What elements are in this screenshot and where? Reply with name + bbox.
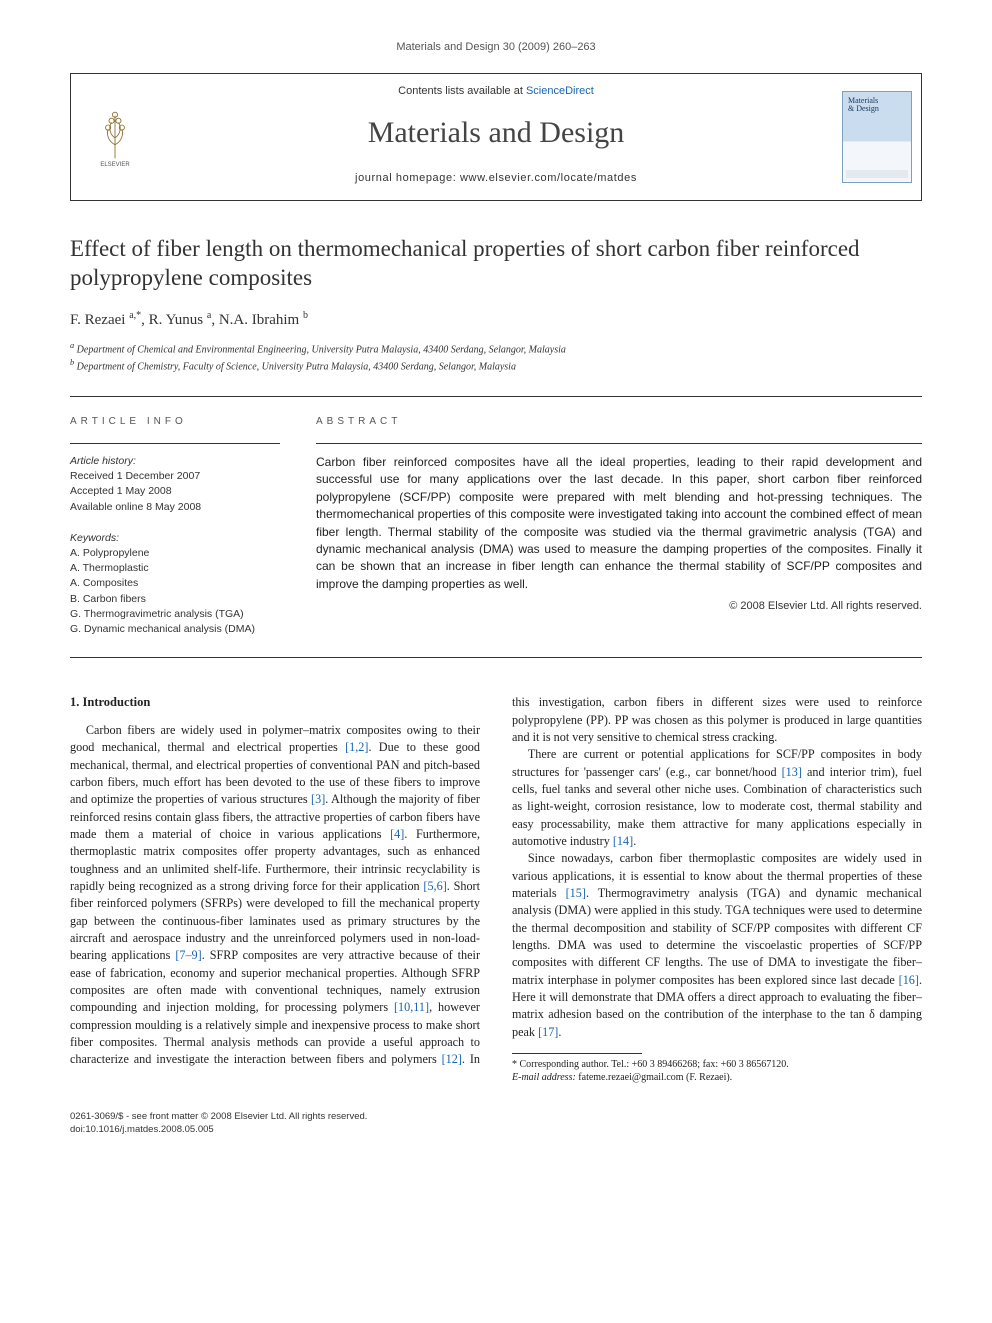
affiliation-0: a Department of Chemical and Environment…	[70, 340, 922, 357]
section-heading-intro: 1. Introduction	[70, 694, 480, 712]
contents-text: Contents lists available at	[398, 85, 526, 97]
elsevier-wordmark: ELSEVIER	[100, 162, 130, 167]
running-head: Materials and Design 30 (2009) 260–263	[70, 40, 922, 55]
corr-email-value: fateme.rezaei@gmail.com (F. Rezaei).	[576, 1072, 732, 1083]
corr-line2: E-mail address: fateme.rezaei@gmail.com …	[512, 1071, 922, 1085]
cite-5-6[interactable]: [5,6]	[423, 879, 446, 893]
body-p2: There are current or potential applicati…	[512, 746, 922, 850]
cite-10-11[interactable]: [10,11]	[394, 1000, 429, 1014]
cite-4[interactable]: [4]	[390, 827, 404, 841]
elsevier-tree-icon: ELSEVIER	[91, 107, 139, 167]
authors: F. Rezaei a,*, R. Yunus a, N.A. Ibrahim …	[70, 309, 922, 330]
abstract-heading: ABSTRACT	[316, 415, 922, 429]
cite-3[interactable]: [3]	[311, 792, 325, 806]
article-info-heading: ARTICLE INFO	[70, 415, 280, 429]
section-number: 1.	[70, 695, 79, 709]
masthead-center: Contents lists available at ScienceDirec…	[159, 74, 833, 200]
t: . Thermogravimetry analysis (TGA) and dy…	[512, 886, 922, 987]
cite-1-2[interactable]: [1,2]	[345, 740, 368, 754]
keyword-4: G. Thermogravimetric analysis (TGA)	[70, 607, 280, 622]
keyword-3: B. Carbon fibers	[70, 592, 280, 607]
cite-13[interactable]: [13]	[782, 765, 802, 779]
page-footer: 0261-3069/$ - see front matter © 2008 El…	[70, 1111, 922, 1137]
cite-16[interactable]: [16]	[899, 973, 919, 987]
article-history: Article history: Received 1 December 200…	[70, 454, 280, 515]
article-info-col: ARTICLE INFO Article history: Received 1…	[70, 415, 280, 637]
publisher-logo: ELSEVIER	[71, 74, 159, 200]
journal-homepage: journal homepage: www.elsevier.com/locat…	[169, 171, 823, 186]
footer-copyright: 0261-3069/$ - see front matter © 2008 El…	[70, 1111, 922, 1124]
keyword-0: A. Polypropylene	[70, 546, 280, 561]
cite-12[interactable]: [12]	[442, 1052, 462, 1066]
masthead: ELSEVIER Contents lists available at Sci…	[70, 73, 922, 201]
keyword-5: G. Dynamic mechanical analysis (DMA)	[70, 622, 280, 637]
abstract-text: Carbon fiber reinforced composites have …	[316, 454, 922, 593]
corr-email-label: E-mail address:	[512, 1072, 576, 1083]
history-line-0: Received 1 December 2007	[70, 469, 280, 484]
t: .	[558, 1025, 561, 1039]
corresponding-author: * Corresponding author. Tel.: +60 3 8946…	[512, 1058, 922, 1085]
history-line-2: Available online 8 May 2008	[70, 500, 280, 515]
affiliations: a Department of Chemical and Environment…	[70, 340, 922, 375]
section-title: Introduction	[83, 695, 151, 709]
t: .	[633, 834, 636, 848]
rule-info	[70, 443, 280, 444]
keywords-block: Keywords: A. PolypropyleneA. Thermoplast…	[70, 531, 280, 638]
body-p3: Since nowadays, carbon fiber thermoplast…	[512, 850, 922, 1041]
affiliation-1: b Department of Chemistry, Faculty of Sc…	[70, 357, 922, 374]
abstract-copyright: © 2008 Elsevier Ltd. All rights reserved…	[316, 599, 922, 614]
cite-14[interactable]: [14]	[613, 834, 633, 848]
corr-separator	[512, 1053, 642, 1054]
sciencedirect-link[interactable]: ScienceDirect	[526, 85, 594, 97]
cover-thumb-title: Materials& Design	[848, 97, 879, 114]
body-columns: 1. Introduction Carbon fibers are widely…	[70, 694, 922, 1085]
abstract-col: ABSTRACT Carbon fiber reinforced composi…	[316, 415, 922, 637]
journal-name: Materials and Design	[169, 113, 823, 154]
cite-17[interactable]: [17]	[538, 1025, 558, 1039]
keywords-label: Keywords:	[70, 531, 280, 546]
meta-row: ARTICLE INFO Article history: Received 1…	[70, 397, 922, 657]
keyword-1: A. Thermoplastic	[70, 561, 280, 576]
history-line-1: Accepted 1 May 2008	[70, 484, 280, 499]
article-title: Effect of fiber length on thermomechanic…	[70, 235, 922, 293]
history-label: Article history:	[70, 454, 280, 469]
cite-7-9[interactable]: [7–9]	[175, 948, 201, 962]
rule-abstract	[316, 443, 922, 444]
cite-15[interactable]: [15]	[566, 886, 586, 900]
rule-bottom	[70, 657, 922, 658]
journal-cover-thumb: Materials& Design	[833, 74, 921, 200]
keyword-2: A. Composites	[70, 576, 280, 591]
footer-doi: doi:10.1016/j.matdes.2008.05.005	[70, 1124, 922, 1137]
contents-line: Contents lists available at ScienceDirec…	[169, 84, 823, 99]
corr-line1: * Corresponding author. Tel.: +60 3 8946…	[512, 1058, 922, 1072]
